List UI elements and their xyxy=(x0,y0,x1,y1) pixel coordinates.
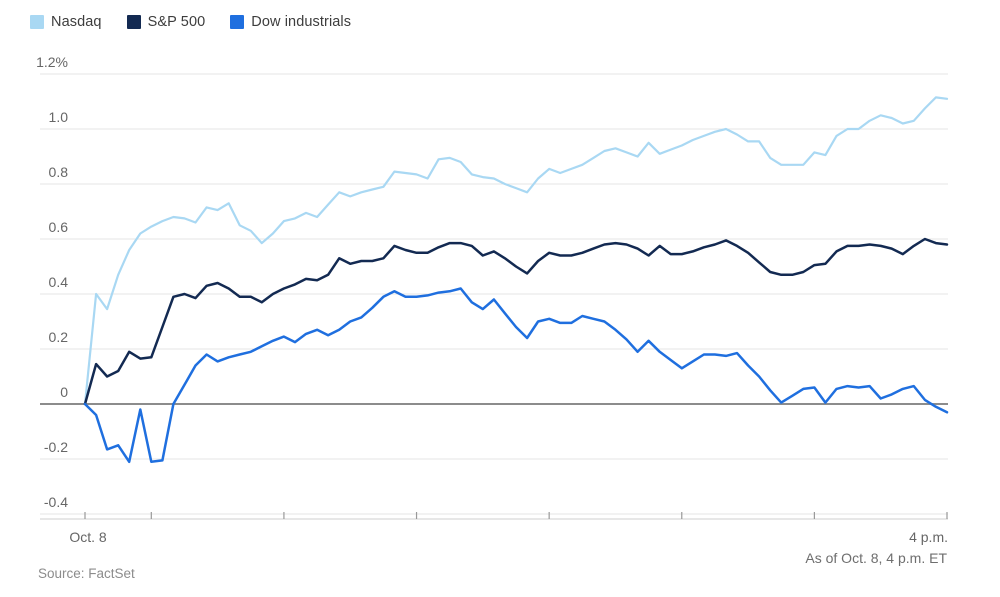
y-axis-label: -0.4 xyxy=(44,494,68,510)
x-axis-label-end: 4 p.m. xyxy=(909,529,948,545)
y-axis-label: -0.2 xyxy=(44,439,68,455)
legend-item-dow-industrials: Dow industrials xyxy=(230,14,351,30)
source-credit: Source: FactSet xyxy=(38,566,135,581)
y-axis-label: 0.4 xyxy=(49,274,69,290)
legend-label: S&P 500 xyxy=(147,14,206,30)
as-of-timestamp: As of Oct. 8, 4 p.m. ET xyxy=(805,550,947,566)
legend-swatch-icon xyxy=(126,15,141,29)
legend-label: Dow industrials xyxy=(251,14,352,30)
legend-item-nasdaq: Nasdaq xyxy=(30,14,102,30)
y-axis-label: 1.2% xyxy=(36,54,68,70)
nasdaq-line xyxy=(83,96,949,406)
y-axis-label: 0 xyxy=(60,384,68,400)
y-axis-label: 0.8 xyxy=(49,164,69,180)
x-axis-label-start: Oct. 8 xyxy=(69,529,107,545)
legend-swatch-icon xyxy=(230,15,245,29)
legend-item-s-p-500: S&P 500 xyxy=(126,14,206,30)
y-axis-label: 0.6 xyxy=(49,219,69,235)
legend: Nasdaq S&P 500 Dow industrials xyxy=(30,14,376,30)
s-p-500-line xyxy=(83,237,949,406)
y-axis-label: 1.0 xyxy=(49,109,69,125)
dow-industrials-line xyxy=(83,287,949,464)
legend-swatch-icon xyxy=(30,15,44,29)
legend-label: Nasdaq xyxy=(51,14,102,30)
y-axis-label: 0.2 xyxy=(49,329,69,345)
